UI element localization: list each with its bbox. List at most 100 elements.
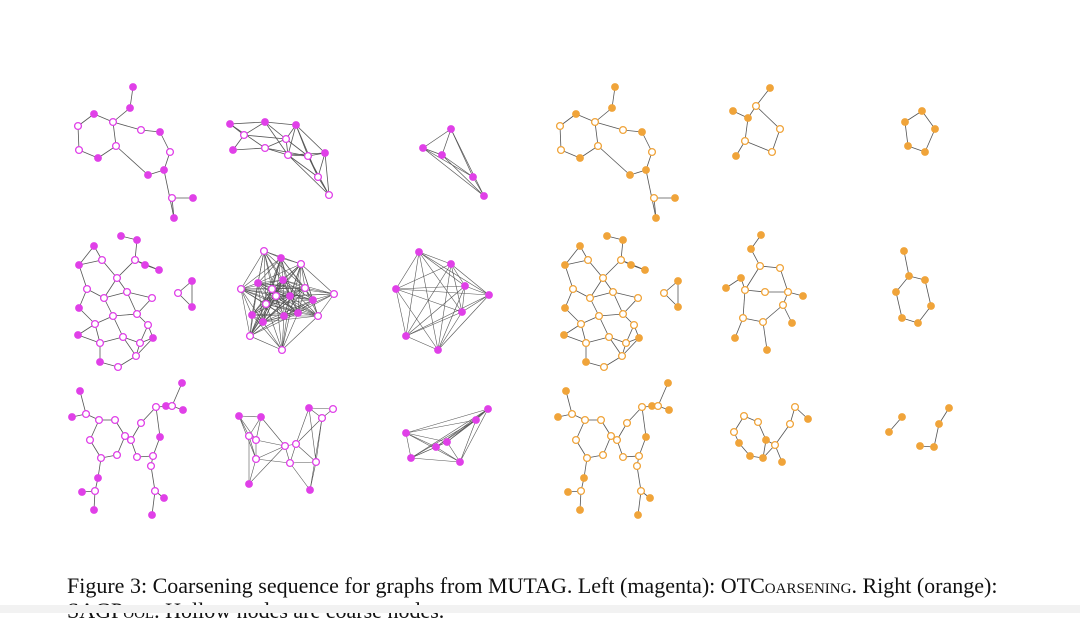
coarse-node: [110, 415, 120, 425]
coarse-node: [167, 401, 177, 411]
graph-node: [564, 488, 572, 496]
coarse-node: [751, 101, 761, 111]
graph-right-row1-level1-edges: [732, 87, 781, 157]
graph-edge: [163, 169, 175, 219]
graph-edge: [295, 124, 319, 178]
graph-edge: [240, 257, 282, 290]
graph-edge: [289, 461, 317, 464]
graph-node: [432, 443, 440, 451]
graph-node: [156, 433, 164, 441]
graph-node: [921, 148, 929, 156]
graph-edge: [249, 282, 259, 337]
coarse-node: [616, 255, 626, 265]
coarse-node: [260, 143, 270, 153]
coarse-node: [291, 439, 301, 449]
graph-edge: [300, 263, 306, 289]
graph-edge: [297, 287, 306, 314]
graph-edge: [317, 152, 326, 178]
coarse-node: [618, 125, 628, 135]
graph-node: [561, 304, 569, 312]
graph-edge: [441, 154, 474, 178]
coarse-node: [608, 287, 618, 297]
graph-left-row3-level2: [402, 405, 492, 466]
graph-edge: [275, 295, 299, 314]
graph-edge: [924, 279, 932, 307]
graph-node: [634, 511, 642, 519]
coarse-node: [300, 283, 310, 293]
graph-edge: [410, 457, 461, 463]
graph-edge: [779, 267, 789, 293]
coarse-node: [122, 287, 132, 297]
graph-node: [921, 276, 929, 284]
coarse-node: [303, 151, 313, 161]
coarse-node: [165, 147, 175, 157]
coarse-node: [649, 193, 659, 203]
coarse-node: [755, 261, 765, 271]
coarse-node: [277, 345, 287, 355]
graph-right-row3-level1: [729, 402, 812, 466]
graph-node: [603, 232, 611, 240]
coarse-node: [150, 486, 160, 496]
graph-node: [392, 285, 400, 293]
graph-edge: [255, 445, 286, 460]
graph-node: [162, 402, 170, 410]
graph-edge: [461, 285, 466, 313]
graph-edge: [308, 407, 317, 463]
coarse-node: [313, 311, 323, 321]
graph-edge: [281, 315, 319, 351]
graph-node: [68, 413, 76, 421]
graph-edge: [262, 295, 277, 323]
graph-edge: [771, 128, 781, 153]
coarse-node: [285, 458, 295, 468]
coarsening-figure: [68, 83, 953, 519]
graph-edge: [112, 121, 142, 131]
graph-edge: [405, 311, 463, 337]
graph-node: [735, 439, 743, 447]
graph-node: [74, 331, 82, 339]
coarse-node: [328, 404, 338, 414]
coarse-node: [629, 320, 639, 330]
graph-edge: [435, 419, 477, 448]
graph-edge: [264, 121, 287, 140]
graph-edge: [418, 251, 466, 287]
graph-node: [321, 149, 329, 157]
graph-edge: [446, 419, 477, 443]
graph-node: [576, 506, 584, 514]
graph-edge: [255, 458, 291, 464]
coarse-node: [135, 338, 145, 348]
graph-node: [456, 458, 464, 466]
coarse-node: [599, 362, 609, 372]
coarse-node: [111, 141, 121, 151]
coarse-node: [555, 121, 565, 131]
graph-edge: [645, 169, 657, 219]
graph-edge: [459, 419, 477, 463]
graph-node: [254, 279, 262, 287]
coarse-node: [637, 402, 647, 412]
coarse-node: [82, 284, 92, 294]
graph-edge: [265, 303, 283, 351]
graph-node: [480, 192, 488, 200]
graph-node: [443, 438, 451, 446]
graph-node: [226, 120, 234, 128]
graph-node: [76, 387, 84, 395]
graph-left-row2-level1: [236, 246, 339, 355]
graph-edge: [450, 263, 490, 296]
graph-edge: [126, 291, 153, 299]
graph-edge: [410, 441, 448, 459]
graph-node: [900, 247, 908, 255]
coarse-node: [760, 287, 770, 297]
graph-edge: [437, 285, 466, 351]
graph-node: [189, 194, 197, 202]
graph-edge: [464, 285, 490, 296]
graph-left-row2-level2: [392, 248, 493, 354]
coarse-node: [244, 431, 254, 441]
graph-node: [671, 194, 679, 202]
coarse-node: [604, 332, 614, 342]
coarse-node: [556, 145, 566, 155]
graph-node: [280, 312, 288, 320]
graph-edge: [437, 311, 463, 351]
graph-node: [78, 488, 86, 496]
coarse-node: [790, 402, 800, 412]
graph-edge: [755, 105, 781, 130]
graph-edge: [395, 263, 452, 290]
